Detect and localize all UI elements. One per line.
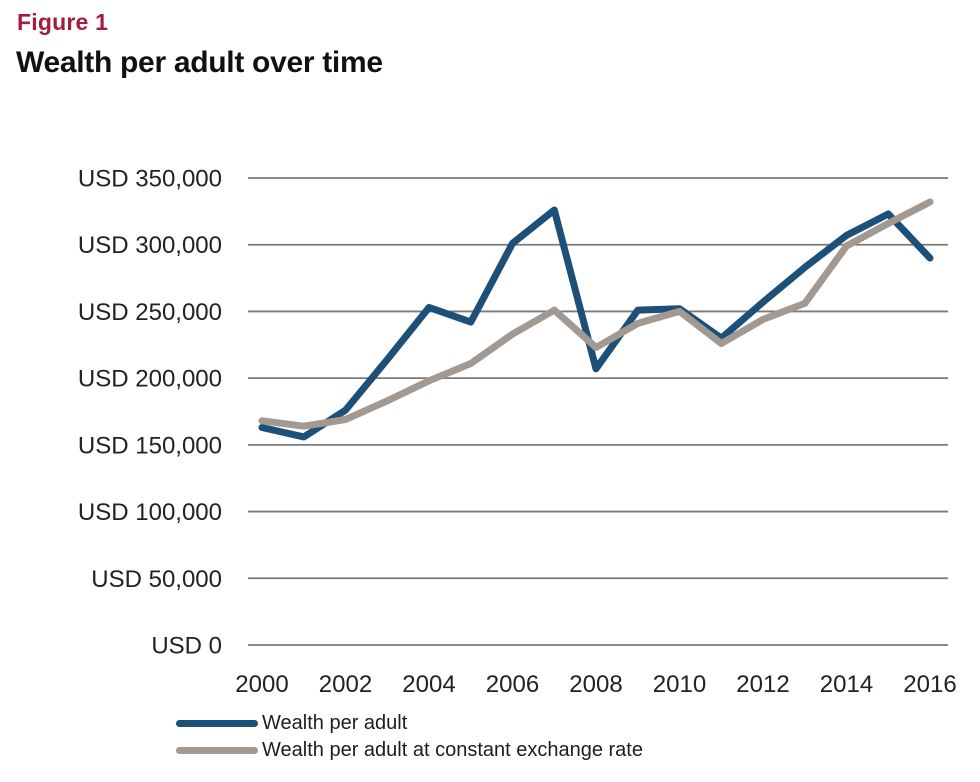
x-axis-tick-label: 2008 [569, 671, 622, 698]
y-axis-tick-label: USD 50,000 [91, 566, 222, 593]
x-axis-tick-label: 2004 [402, 671, 455, 698]
y-axis-tick-label: USD 200,000 [78, 366, 222, 393]
series-line-wealth-per-adult-at-constant-exchange-rate [258, 198, 934, 430]
y-axis-tick-label: USD 100,000 [78, 499, 222, 526]
series-line-wealth-per-adult [258, 206, 934, 441]
x-axis-tick-label: 2000 [235, 671, 288, 698]
x-axis-tick-label: 2014 [820, 671, 873, 698]
y-axis-tick-label: USD 250,000 [78, 299, 222, 326]
legend-label: Wealth per adult [262, 712, 408, 734]
legend-item-wealth-per-adult: Wealth per adult [176, 710, 643, 737]
chart-legend: Wealth per adult Wealth per adult at con… [176, 710, 643, 764]
legend-label: Wealth per adult at constant exchange ra… [262, 739, 643, 761]
x-axis-tick-label: 2016 [903, 671, 956, 698]
legend-line-swatch-gray [176, 747, 258, 754]
x-axis-tick-label: 2006 [486, 671, 539, 698]
figure-label: Figure 1 [17, 9, 109, 35]
page-title: Wealth per adult over time [16, 46, 383, 79]
y-axis-tick-label: USD 300,000 [78, 232, 222, 259]
y-axis-tick-label: USD 150,000 [78, 432, 222, 459]
x-axis-tick-label: 2002 [319, 671, 372, 698]
legend-item-constant-exchange-rate: Wealth per adult at constant exchange ra… [176, 737, 643, 764]
x-axis-tick-label: 2012 [736, 671, 789, 698]
legend-line-swatch-blue [176, 720, 258, 727]
y-axis-tick-label: USD 350,000 [78, 166, 222, 193]
x-axis-tick-label: 2010 [653, 671, 706, 698]
y-axis-tick-label: USD 0 [151, 633, 222, 660]
